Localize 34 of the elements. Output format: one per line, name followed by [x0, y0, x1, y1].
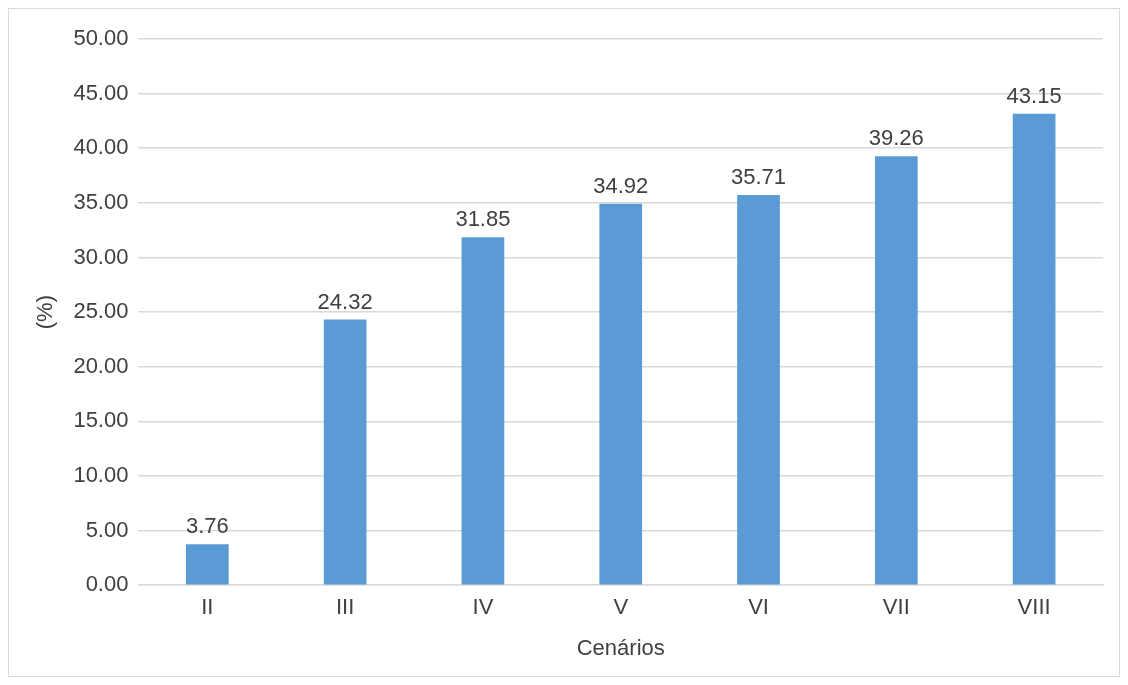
data-label: 34.92	[593, 172, 649, 198]
data-label: 24.32	[317, 288, 373, 314]
bar	[461, 237, 505, 585]
x-tick-label: VI	[748, 594, 769, 620]
x-tick-label: VII	[882, 594, 910, 620]
bar	[737, 195, 780, 585]
y-tick-label: 10.00	[73, 462, 129, 488]
bar	[874, 156, 918, 585]
data-label: 39.26	[868, 125, 924, 151]
x-tick-label: III	[335, 594, 355, 620]
y-tick-label: 50.00	[73, 25, 129, 51]
x-tick-label: II	[201, 594, 214, 620]
data-label: 3.76	[185, 513, 229, 539]
x-axis-title: Cenários	[576, 634, 665, 660]
y-axis-title: (%)	[32, 294, 58, 330]
y-tick-label: 30.00	[73, 243, 129, 269]
y-tick-label: 20.00	[73, 352, 129, 378]
y-tick-label: 0.00	[85, 571, 129, 597]
data-label: 31.85	[455, 206, 511, 232]
y-tick-label: 40.00	[73, 134, 129, 160]
bar	[323, 319, 367, 585]
bar	[185, 544, 229, 585]
x-tick-label: IV	[472, 594, 494, 620]
data-label: 43.15	[1006, 82, 1062, 108]
y-tick-label: 5.00	[85, 516, 129, 542]
x-tick-label: V	[613, 594, 629, 620]
y-tick-label: 15.00	[73, 407, 129, 433]
y-tick-label: 25.00	[73, 298, 129, 324]
bar	[1012, 113, 1056, 585]
y-tick-label: 35.00	[73, 188, 129, 214]
y-tick-label: 45.00	[73, 79, 129, 105]
data-label: 35.71	[730, 164, 787, 190]
x-tick-label: VIII	[1017, 594, 1051, 620]
bar	[599, 203, 643, 585]
